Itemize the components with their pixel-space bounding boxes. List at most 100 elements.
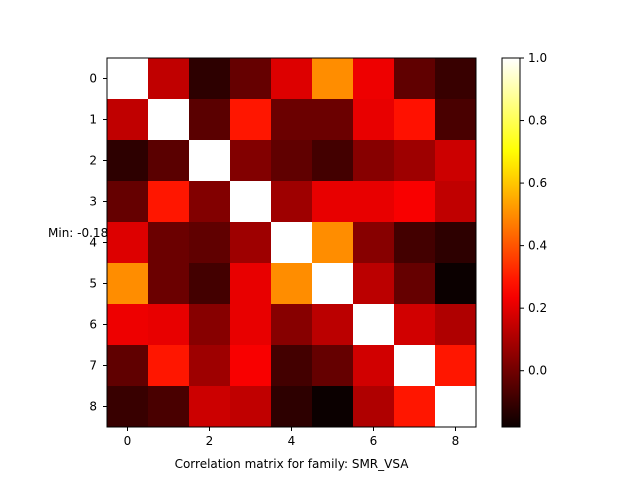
- heatmap-cell-2-8: [435, 140, 477, 182]
- heatmap-cell-7-1: [148, 345, 190, 387]
- colorbar-tick-label: 1.0: [528, 51, 547, 65]
- heatmap-cell-2-3: [230, 140, 272, 182]
- heatmap-cell-8-7: [394, 386, 436, 428]
- heatmap-cell-8-0: [107, 386, 149, 428]
- heatmap-cell-2-4: [271, 140, 313, 182]
- y-axis-ticks: 0 1 2 3 4 5 6 7 8: [89, 72, 107, 414]
- x-tick-label: 0: [124, 434, 132, 448]
- heatmap-cell-5-8: [435, 263, 477, 305]
- x-tick-label: 8: [452, 434, 460, 448]
- heatmap-cell-5-4: [271, 263, 313, 305]
- heatmap-cell-0-0: [107, 58, 149, 100]
- heatmap-cell-2-0: [107, 140, 149, 182]
- heatmap-cell-7-6: [353, 345, 395, 387]
- heatmap-cell-6-4: [271, 304, 313, 346]
- heatmap-cell-3-5: [312, 181, 354, 223]
- heatmap-cell-1-5: [312, 99, 354, 141]
- heatmap-cells: [107, 58, 477, 428]
- heatmap-cell-1-3: [230, 99, 272, 141]
- heatmap-cell-7-7: [394, 345, 436, 387]
- heatmap-cell-4-1: [148, 222, 190, 264]
- y-tick-label: 0: [89, 72, 97, 86]
- heatmap-cell-8-5: [312, 386, 354, 428]
- heatmap-cell-1-0: [107, 99, 149, 141]
- heatmap-cell-4-4: [271, 222, 313, 264]
- heatmap-cell-3-8: [435, 181, 477, 223]
- x-axis-label: Correlation matrix for family: SMR_VSA: [175, 457, 410, 471]
- heatmap-cell-5-6: [353, 263, 395, 305]
- heatmap-cell-1-1: [148, 99, 190, 141]
- heatmap-cell-4-2: [189, 222, 231, 264]
- heatmap-cell-0-6: [353, 58, 395, 100]
- colorbar-tick-label: 0.4: [528, 239, 547, 253]
- heatmap-cell-0-3: [230, 58, 272, 100]
- heatmap-cell-4-5: [312, 222, 354, 264]
- heatmap-cell-8-8: [435, 386, 477, 428]
- heatmap-cell-8-2: [189, 386, 231, 428]
- heatmap-cell-8-1: [148, 386, 190, 428]
- heatmap-cell-5-3: [230, 263, 272, 305]
- heatmap-cell-0-5: [312, 58, 354, 100]
- heatmap-cell-2-2: [189, 140, 231, 182]
- heatmap-cell-2-6: [353, 140, 395, 182]
- colorbar-ticks: 0.0 0.2 0.4 0.6 0.8 1.0: [520, 51, 547, 378]
- heatmap-cell-3-3: [230, 181, 272, 223]
- heatmap-cell-3-1: [148, 181, 190, 223]
- heatmap-cell-0-1: [148, 58, 190, 100]
- heatmap-cell-5-7: [394, 263, 436, 305]
- x-axis-ticks: 0 2 4 6 8: [124, 427, 460, 448]
- heatmap-cell-1-6: [353, 99, 395, 141]
- heatmap-cell-3-0: [107, 181, 149, 223]
- heatmap-cell-7-0: [107, 345, 149, 387]
- heatmap-cell-7-8: [435, 345, 477, 387]
- colorbar-tick-label: 0.8: [528, 114, 547, 128]
- heatmap-cell-7-2: [189, 345, 231, 387]
- y-tick-label: 4: [89, 236, 97, 250]
- heatmap-cell-2-7: [394, 140, 436, 182]
- y-tick-label: 7: [89, 359, 97, 373]
- x-tick-label: 6: [370, 434, 378, 448]
- y-tick-label: 8: [89, 400, 97, 414]
- heatmap-cell-6-8: [435, 304, 477, 346]
- heatmap-cell-4-3: [230, 222, 272, 264]
- heatmap-cell-4-8: [435, 222, 477, 264]
- heatmap-cell-6-1: [148, 304, 190, 346]
- heatmap-cell-3-7: [394, 181, 436, 223]
- heatmap-cell-3-2: [189, 181, 231, 223]
- y-tick-label: 6: [89, 318, 97, 332]
- heatmap-cell-5-1: [148, 263, 190, 305]
- heatmap-cell-4-6: [353, 222, 395, 264]
- heatmap-cell-0-8: [435, 58, 477, 100]
- colorbar-tick-label: 0.2: [528, 301, 547, 315]
- heatmap-cell-5-0: [107, 263, 149, 305]
- heatmap-cell-1-4: [271, 99, 313, 141]
- heatmap-cell-2-1: [148, 140, 190, 182]
- heatmap-cell-0-7: [394, 58, 436, 100]
- heatmap-cell-8-3: [230, 386, 272, 428]
- heatmap-cell-3-4: [271, 181, 313, 223]
- heatmap-cell-7-4: [271, 345, 313, 387]
- heatmap-cell-6-6: [353, 304, 395, 346]
- heatmap-cell-4-0: [107, 222, 149, 264]
- x-tick-label: 4: [288, 434, 296, 448]
- heatmap-cell-2-5: [312, 140, 354, 182]
- heatmap-cell-1-2: [189, 99, 231, 141]
- y-tick-label: 2: [89, 154, 97, 168]
- heatmap-cell-6-0: [107, 304, 149, 346]
- x-tick-label: 2: [206, 434, 214, 448]
- y-tick-label: 1: [89, 113, 97, 127]
- heatmap-cell-4-7: [394, 222, 436, 264]
- heatmap-cell-8-4: [271, 386, 313, 428]
- heatmap-cell-0-2: [189, 58, 231, 100]
- heatmap-cell-1-7: [394, 99, 436, 141]
- heatmap-cell-5-2: [189, 263, 231, 305]
- heatmap-cell-3-6: [353, 181, 395, 223]
- heatmap-cell-7-5: [312, 345, 354, 387]
- colorbar: [501, 57, 521, 428]
- heatmap-cell-5-5: [312, 263, 354, 305]
- heatmap-cell-7-3: [230, 345, 272, 387]
- heatmap-cell-6-3: [230, 304, 272, 346]
- heatmap-cell-8-6: [353, 386, 395, 428]
- heatmap-cell-1-8: [435, 99, 477, 141]
